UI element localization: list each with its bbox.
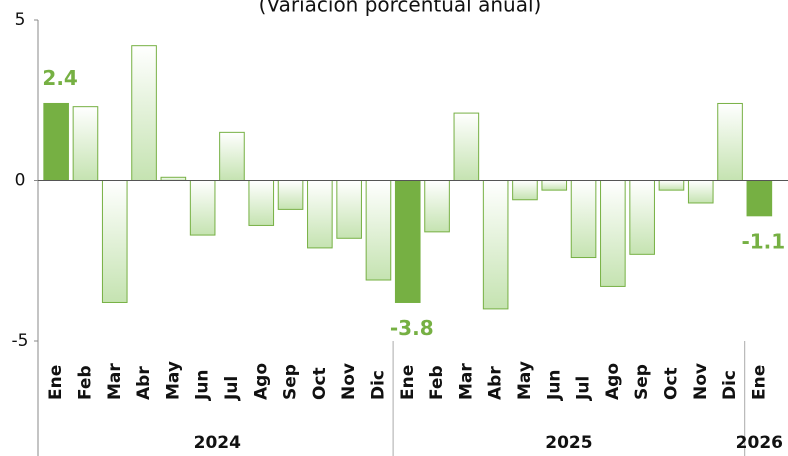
bar — [687, 180, 714, 204]
bar — [482, 180, 509, 310]
bar — [72, 106, 99, 181]
bar — [365, 180, 392, 281]
x-tick-label: Abr — [134, 366, 154, 400]
bar — [219, 131, 245, 182]
bar — [131, 45, 157, 182]
bar — [570, 180, 597, 259]
bar — [189, 180, 216, 236]
bar — [43, 102, 69, 181]
bar — [600, 180, 626, 287]
x-tick-label: Sep — [281, 364, 301, 400]
x-tick-label: Ago — [251, 363, 271, 400]
x-tick-label: Ene — [46, 365, 66, 400]
y-tick-label: 0 — [15, 171, 26, 191]
bar — [424, 180, 450, 233]
bar — [394, 180, 421, 303]
y-tick-label: -5 — [12, 331, 29, 351]
x-tick-label: Ene — [398, 365, 418, 400]
x-tick-label: May — [515, 361, 535, 400]
bar — [512, 180, 538, 201]
bar — [336, 180, 362, 239]
x-tick-label: Mar — [105, 363, 125, 400]
x-tick-label: Oct — [310, 367, 330, 400]
x-tick-label: Oct — [661, 367, 681, 400]
x-tick-label: Jun — [544, 369, 564, 401]
x-tick-label: Jul — [222, 376, 242, 401]
x-tick-label: Nov — [691, 363, 711, 400]
bar — [101, 180, 128, 303]
x-tick-label: Ene — [749, 365, 769, 400]
x-tick-label: Nov — [339, 363, 359, 400]
bar — [307, 180, 333, 249]
x-tick-label: Abr — [486, 366, 506, 400]
bar — [248, 180, 275, 226]
value-label: -1.1 — [741, 229, 785, 253]
x-tick-label: Feb — [75, 365, 95, 400]
x-tick-label: Jul — [574, 376, 594, 401]
bar — [629, 180, 655, 255]
x-tick-label: Ago — [603, 363, 623, 400]
value-label: 2.4 — [42, 66, 77, 90]
year-label: 2026 — [736, 433, 783, 453]
chart-title: (Variación porcentual anual) — [259, 0, 542, 17]
bar — [541, 180, 568, 191]
x-tick-label: Sep — [632, 364, 652, 400]
x-tick-label: Mar — [456, 363, 476, 400]
value-label: -3.8 — [390, 316, 434, 340]
year-label: 2025 — [545, 433, 592, 453]
x-tick-label: Jun — [193, 369, 213, 401]
x-tick-label: May — [163, 361, 183, 400]
x-tick-label: Feb — [427, 365, 447, 400]
x-tick-label: Dic — [368, 370, 388, 400]
bar — [746, 180, 773, 217]
y-tick-label: 5 — [15, 10, 26, 30]
bar — [717, 102, 743, 181]
bar — [658, 180, 685, 191]
bar — [453, 112, 480, 181]
year-label: 2024 — [194, 433, 241, 453]
bar — [277, 180, 304, 210]
x-tick-label: Dic — [720, 370, 740, 400]
